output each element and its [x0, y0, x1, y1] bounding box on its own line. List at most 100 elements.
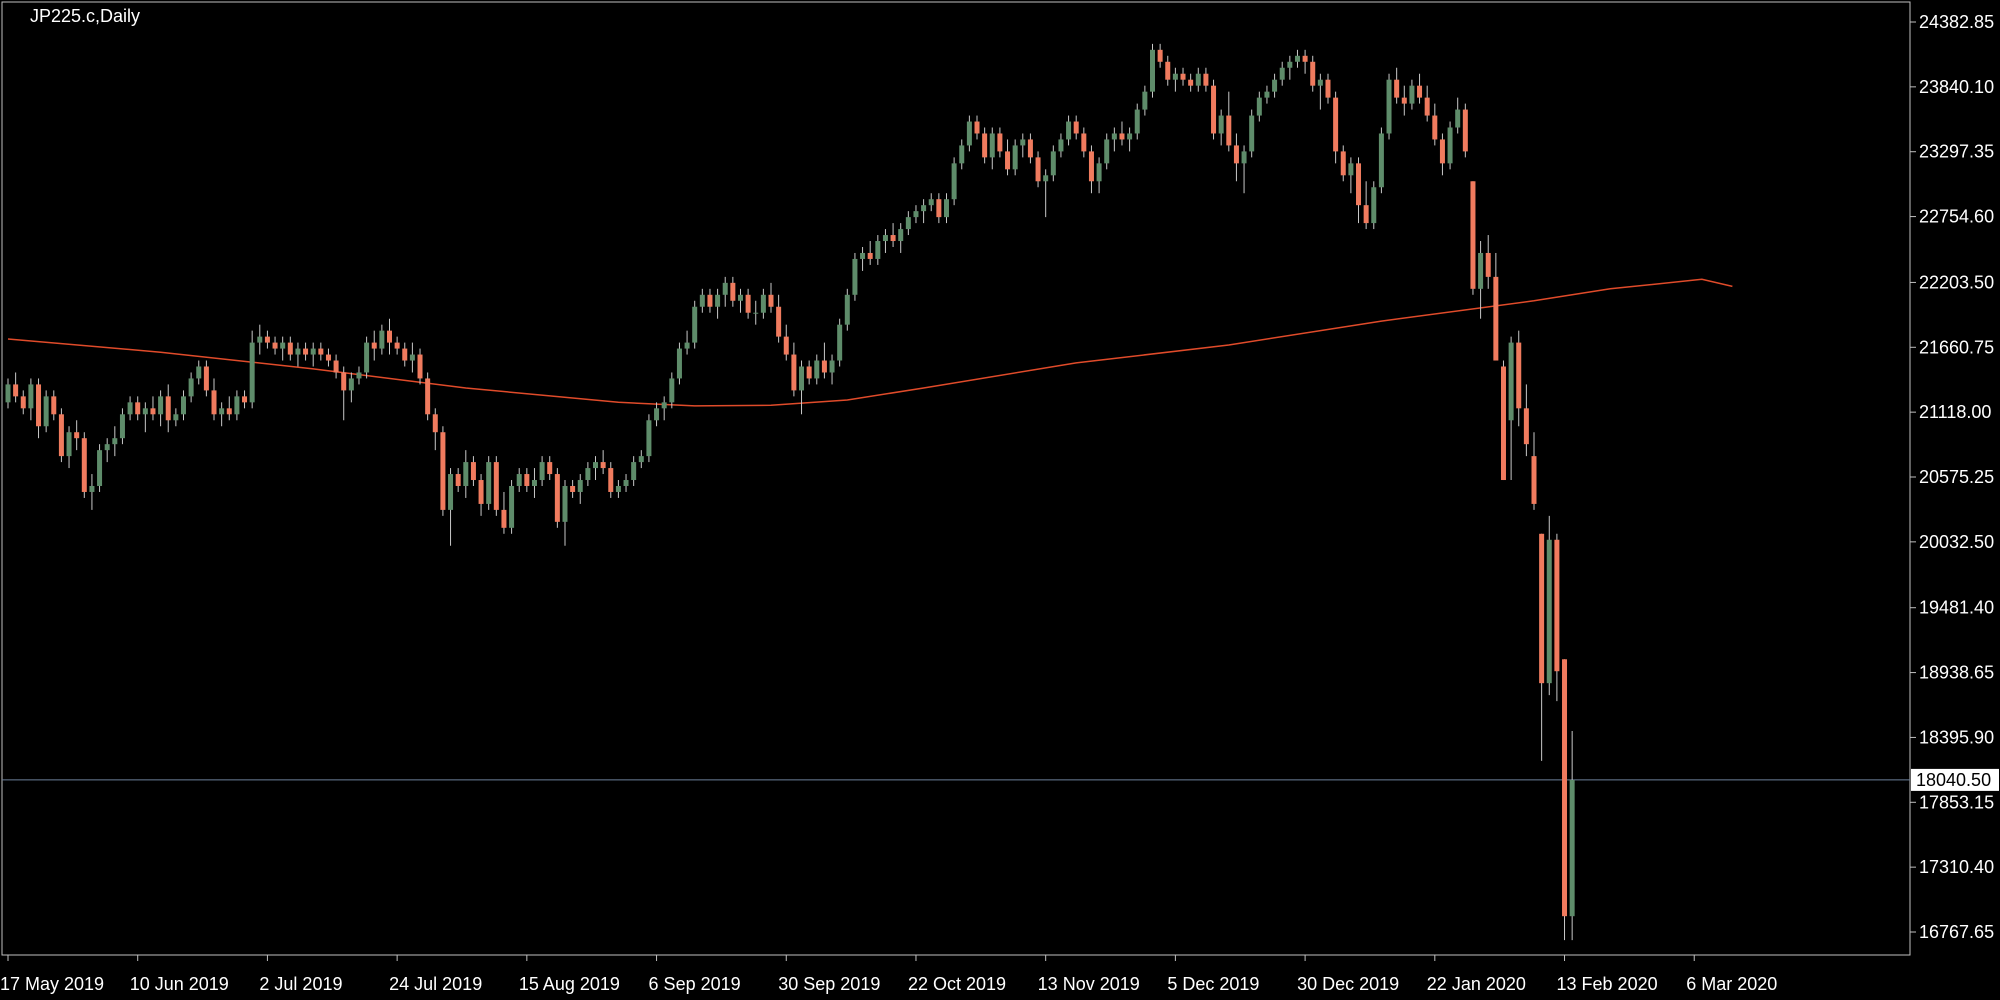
candle [829, 354, 835, 385]
candle-body [959, 145, 965, 164]
candle [486, 456, 492, 510]
candle [1035, 151, 1041, 188]
time-axis[interactable]: 17 May 2019 10 Jun 2019 2 Jul 2019 24 Jul 2… [0, 955, 1777, 994]
candle [13, 372, 19, 403]
candle-body [104, 444, 110, 451]
candle-body [913, 211, 919, 218]
candle-body [1424, 97, 1430, 116]
candle [1531, 432, 1537, 510]
candle-body [875, 241, 881, 259]
x-tick-label: 2 Jul 2019 [259, 974, 342, 994]
candle-body [325, 354, 331, 361]
candle [921, 199, 927, 224]
candle-body [1447, 127, 1453, 164]
candle-body [730, 282, 736, 301]
candle [188, 372, 194, 403]
candle [684, 330, 690, 355]
candle-body [1356, 163, 1362, 206]
candle-body [1455, 109, 1461, 128]
candle-body [1165, 61, 1171, 80]
candle [379, 324, 385, 355]
candle [1386, 73, 1392, 140]
candle-body [142, 408, 148, 415]
candle-body [1302, 55, 1308, 62]
candle [1165, 55, 1171, 86]
candle [1043, 169, 1049, 218]
candle-body [36, 384, 42, 427]
candle-body [341, 372, 347, 391]
candle-body [188, 378, 194, 397]
candle [875, 235, 881, 265]
candle [814, 354, 820, 385]
candle-body [768, 294, 774, 307]
candle-body [1485, 252, 1491, 277]
candle [226, 396, 232, 421]
current-price-tag: 18040.50 [1911, 768, 1999, 791]
candle-body [364, 342, 370, 373]
price-axis[interactable]: 24382.85 23840.10 23297.35 22754.60 22203.50… [1910, 12, 1994, 942]
candle [1218, 109, 1224, 146]
candle [1119, 121, 1125, 146]
candle [219, 402, 225, 427]
candle-body [1066, 121, 1072, 140]
y-tick-label: 17310.40 [1919, 857, 1994, 877]
y-tick-label: 21118.00 [1919, 402, 1991, 422]
candle [1439, 133, 1445, 176]
candle [608, 462, 614, 498]
y-tick-label: 18938.65 [1919, 663, 1994, 683]
candle-body [715, 294, 721, 307]
candle-body [921, 205, 927, 212]
candle-body [1020, 139, 1026, 146]
candle-body [547, 462, 553, 475]
candle [501, 491, 507, 534]
candle [913, 205, 919, 224]
candle-body [1401, 97, 1407, 104]
candle [509, 480, 515, 534]
candle [745, 288, 751, 319]
candle [1188, 73, 1194, 92]
candle-body [1508, 342, 1514, 421]
candle-body [707, 294, 713, 307]
candle-body [997, 133, 1003, 152]
candle-body [356, 372, 362, 379]
candle-body [860, 252, 866, 259]
candle-body [676, 348, 682, 379]
candle [1409, 79, 1415, 110]
candle-body [135, 402, 141, 415]
candle-body [966, 121, 972, 146]
candle [951, 157, 957, 206]
candle [1180, 67, 1186, 86]
candle [959, 139, 965, 170]
candle-body [501, 509, 507, 528]
candle-body [867, 252, 873, 259]
candle [1287, 55, 1293, 80]
candle-body [585, 468, 591, 481]
candle [1096, 157, 1102, 194]
candle [1172, 67, 1178, 92]
candle-body [638, 456, 644, 463]
candle-body [463, 462, 469, 486]
candle-body [699, 294, 705, 307]
candle-body [1104, 139, 1110, 164]
candle-body [234, 396, 240, 415]
candle [1516, 330, 1522, 427]
candle-body [257, 336, 263, 343]
candle-body [1378, 133, 1384, 188]
candle [1333, 91, 1339, 164]
candle [348, 372, 354, 403]
candle [203, 360, 209, 397]
candle [654, 402, 660, 427]
candle [425, 372, 431, 421]
candle-body [600, 462, 606, 469]
candle [1432, 103, 1438, 146]
candle [257, 324, 263, 355]
candle-body [1417, 85, 1423, 98]
candle [936, 193, 942, 224]
x-tick-label: 24 Jul 2019 [389, 974, 482, 994]
candle [1226, 91, 1232, 152]
candle [402, 342, 408, 367]
y-tick-label: 24382.85 [1919, 12, 1994, 32]
candle [524, 468, 530, 492]
candle-body [280, 342, 286, 349]
candle [669, 372, 675, 409]
